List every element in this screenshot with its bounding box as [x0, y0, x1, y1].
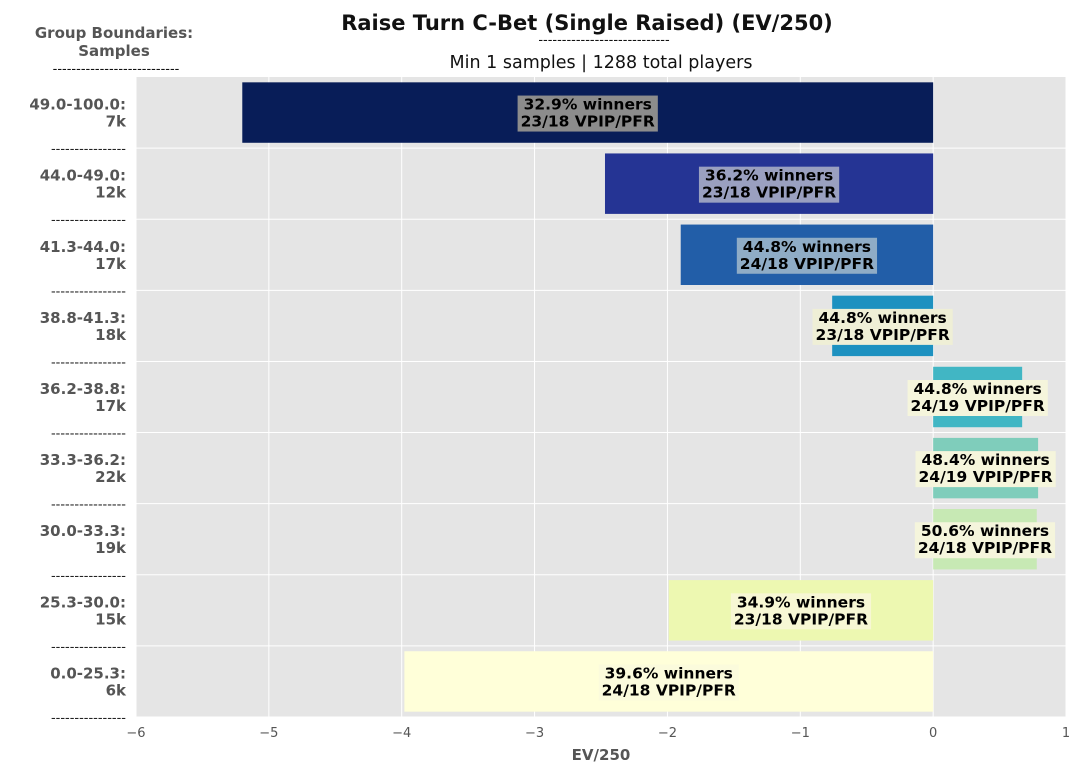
annotation-winners: 44.8% winners	[743, 238, 871, 256]
row-separator: ----------------	[51, 711, 126, 726]
x-tick-label: 1	[1062, 726, 1070, 741]
annotation-winners: 34.9% winners	[737, 593, 865, 611]
annotation-box	[915, 451, 1056, 488]
y-tick-samples: 6k	[106, 681, 127, 699]
y-tick-samples: 15k	[95, 610, 127, 628]
chart-title: Raise Turn C-Bet (Single Raised) (EV/250…	[341, 11, 833, 35]
annotation-box	[730, 593, 872, 630]
row-separator: ----------------	[51, 640, 126, 655]
annotation-vpip-pfr: 24/19 VPIP/PFR	[919, 468, 1053, 486]
y-tick-samples: 12k	[95, 184, 127, 202]
annotation-vpip-pfr: 23/18 VPIP/PFR	[521, 113, 655, 131]
x-axis-label: EV/250	[572, 746, 631, 764]
y-tick-range: 49.0-100.0:	[29, 96, 126, 114]
y-tick-samples: 19k	[95, 539, 127, 557]
y-gridlines	[136, 147, 1066, 718]
y-tick-samples: 18k	[95, 326, 127, 344]
annotation-vpip-pfr: 24/18 VPIP/PFR	[918, 539, 1052, 557]
y-tick-samples: 17k	[95, 397, 127, 415]
x-gridlines	[135, 77, 1067, 717]
x-tick-label: −1	[791, 726, 810, 741]
annotation-box	[517, 95, 658, 132]
annotation-vpip-pfr: 23/18 VPIP/PFR	[702, 184, 836, 202]
annotation-winners: 32.9% winners	[524, 96, 652, 114]
y-tick-range: 33.3-36.2:	[40, 451, 126, 469]
y-tick-range: 0.0-25.3:	[50, 664, 126, 682]
y-tick-range: 30.0-33.3:	[40, 522, 126, 540]
x-tick-labels: −6 −5 −4 −3 −2 −1 0 1	[126, 726, 1070, 741]
annotation-vpip-pfr: 24/19 VPIP/PFR	[911, 397, 1045, 415]
annotation-winners: 39.6% winners	[605, 664, 733, 682]
y-tick-range: 38.8-41.3:	[40, 309, 126, 327]
y-tick-range: 44.0-49.0:	[40, 167, 126, 185]
x-tick-label: −3	[525, 726, 544, 741]
annotation-vpip-pfr: 24/18 VPIP/PFR	[602, 681, 736, 699]
title-divider: ----------------------------	[538, 33, 670, 48]
row-separator: ----------------	[51, 213, 126, 228]
group-header-line2: Samples	[78, 42, 150, 60]
x-tick-label: −6	[126, 726, 145, 741]
annotation-winners: 48.4% winners	[921, 451, 1049, 469]
chart-subtitle: Min 1 samples | 1288 total players	[450, 53, 753, 73]
annotation-box	[698, 166, 840, 203]
annotation-box	[914, 522, 1056, 559]
x-tick-label: 0	[929, 726, 937, 741]
y-tick-samples: 17k	[95, 255, 127, 273]
row-separator: ----------------	[51, 427, 126, 442]
y-tick-range: 36.2-38.8:	[40, 380, 126, 398]
x-tick-label: −4	[392, 726, 411, 741]
y-tick-range: 41.3-44.0:	[40, 238, 126, 256]
row-separator: ----------------	[51, 284, 126, 299]
row-separator: ----------------	[51, 142, 126, 157]
y-tick-range: 25.3-30.0:	[40, 593, 126, 611]
annotation-box	[736, 237, 878, 274]
row-separator: ----------------	[51, 569, 126, 584]
annotation-winners: 44.8% winners	[819, 309, 947, 327]
annotation-box	[598, 664, 739, 701]
row-separator: ----------------	[51, 498, 126, 513]
annotation-vpip-pfr: 23/18 VPIP/PFR	[734, 610, 868, 628]
group-header-line1: Group Boundaries:	[35, 24, 193, 42]
group-header-divider: ---------------------------	[53, 62, 180, 77]
y-tick-samples: 22k	[95, 468, 127, 486]
x-tick-label: −2	[658, 726, 677, 741]
y-tick-samples: 7k	[106, 113, 127, 131]
annotation-box	[907, 380, 1048, 416]
annotation-winners: 50.6% winners	[921, 522, 1049, 540]
annotation-box	[812, 308, 953, 345]
annotation-vpip-pfr: 24/18 VPIP/PFR	[740, 255, 874, 273]
y-tick-labels: 49.0-100.0:7k----------------44.0-49.0:1…	[29, 96, 127, 726]
annotation-vpip-pfr: 23/18 VPIP/PFR	[816, 326, 950, 344]
x-tick-label: −5	[259, 726, 278, 741]
annotation-winners: 36.2% winners	[705, 167, 833, 185]
row-separator: ----------------	[51, 355, 126, 370]
annotation-winners: 44.8% winners	[914, 380, 1042, 398]
